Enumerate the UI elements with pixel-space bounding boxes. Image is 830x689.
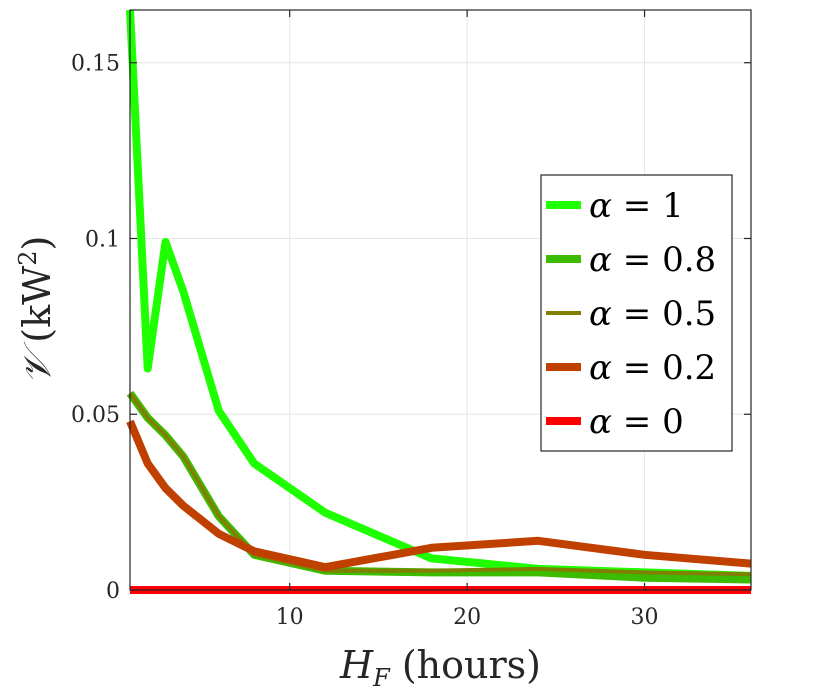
x-axis-label-unit: (hours) [402, 643, 541, 687]
y-tick-label: 0.1 [85, 227, 120, 252]
axes-frame [129, 9, 752, 591]
y-axis-label-close: ) [15, 236, 59, 251]
x-tick-label: 20 [453, 605, 481, 630]
y-tick-label: 0.15 [71, 52, 120, 77]
legend: α = 1 α = 0.8 α = 0.5 α = 0.2 α = 0 [540, 174, 733, 452]
y-axis-label-superscript: 2 [14, 250, 42, 265]
series-line-3 [126, 419, 752, 572]
y-tick-label: 0.05 [71, 403, 120, 428]
y-tick-label: 0 [106, 579, 120, 604]
legend-label-4: α = 0 [589, 402, 684, 442]
plot-frame [129, 9, 752, 591]
legend-label-2: α = 0.5 [589, 294, 716, 334]
x-axis-label-symbol: H [339, 643, 374, 687]
legend-label-1: α = 0.8 [589, 240, 716, 280]
legend-label-3: α = 0.2 [589, 348, 716, 388]
y-axis-label-unit: (kW [15, 266, 59, 343]
tick-labels: 10 20 30 0 0.05 0.1 0.15 [71, 52, 659, 630]
x-axis-label: HF (hours) [339, 643, 541, 689]
x-tick-label: 10 [276, 605, 304, 630]
x-axis-label-subscript: F [372, 664, 391, 689]
legend-label-0: α = 1 [589, 186, 684, 226]
x-tick-label: 30 [631, 605, 659, 630]
